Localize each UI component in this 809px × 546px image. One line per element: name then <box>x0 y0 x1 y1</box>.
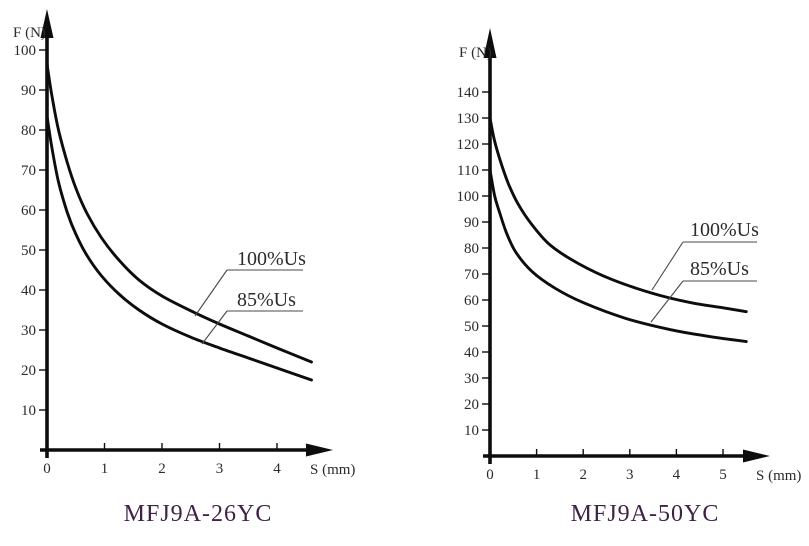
y-tick-label: 140 <box>457 85 480 101</box>
y-tick-label: 60 <box>464 293 479 309</box>
y-tick-label: 30 <box>464 371 479 387</box>
series-leader-line <box>201 310 228 345</box>
series-label: 100%Us <box>237 248 306 270</box>
x-tick-label: 5 <box>719 467 727 483</box>
y-tick-label: 50 <box>21 243 36 259</box>
y-tick-label: 70 <box>464 267 479 283</box>
y-tick-label: 50 <box>464 319 479 335</box>
y-tick-label: 60 <box>21 203 36 219</box>
y-axis-arrow-icon <box>40 9 54 38</box>
x-axis-title: S (mm) <box>310 462 355 478</box>
y-tick-label: 90 <box>464 215 479 231</box>
y-tick-label: 80 <box>21 123 36 139</box>
y-tick-label: 40 <box>464 345 479 361</box>
x-tick-label: 0 <box>43 461 51 477</box>
curve-100-us <box>45 62 313 364</box>
y-tick-label: 30 <box>21 323 36 339</box>
y-tick-label: 40 <box>21 283 36 299</box>
x-tick-label: 1 <box>533 467 541 483</box>
x-tick-label: 0 <box>486 467 494 483</box>
x-tick-label: 4 <box>273 461 281 477</box>
x-axis-arrow-icon <box>743 449 770 463</box>
y-axis-title: F (N) <box>459 45 492 61</box>
y-axis-title: F (N) <box>13 25 46 41</box>
series-leader-line <box>194 269 228 317</box>
x-tick-label: 3 <box>216 461 224 477</box>
x-tick-label: 1 <box>101 461 109 477</box>
y-tick-label: 70 <box>21 163 36 179</box>
y-tick-label: 100 <box>14 43 37 59</box>
y-tick-label: 90 <box>21 83 36 99</box>
y-tick-label: 10 <box>21 403 36 419</box>
y-tick-label: 110 <box>457 163 479 179</box>
y-tick-label: 120 <box>457 137 480 153</box>
series-label: 85%Us <box>690 258 749 280</box>
chart-right: F (N)S (mm)10203040506070809010011012013… <box>457 28 801 484</box>
chart-left: F (N) S (mm) 10 20 30 40 50 60 70 80 90 100 0 1 2 3 4 100… <box>13 9 355 478</box>
chart-title-left: MFJ9A-26YC <box>123 501 273 527</box>
series-leader-line <box>650 280 684 323</box>
y-tick-label: 10 <box>464 423 479 439</box>
series-label: 85%Us <box>237 289 296 311</box>
y-axis-arrow-icon <box>483 28 497 58</box>
x-axis-arrow-icon <box>306 443 333 457</box>
x-tick-label: 2 <box>158 461 166 477</box>
series-label: 100%Us <box>690 219 759 241</box>
curve-85-us <box>488 168 748 344</box>
series-leader-line <box>651 241 684 291</box>
y-tick-label: 80 <box>464 241 479 257</box>
x-tick-label: 3 <box>626 467 634 483</box>
chart-title-right: MFJ9A-50YC <box>570 501 720 527</box>
curve-85-us <box>45 114 313 382</box>
y-tick-label: 100 <box>457 189 480 205</box>
curve-100-us <box>488 116 748 314</box>
y-tick-label: 130 <box>457 111 480 127</box>
y-tick-label: 20 <box>21 363 36 379</box>
y-tick-label: 20 <box>464 397 479 413</box>
x-tick-label: 2 <box>579 467 587 483</box>
x-tick-label: 4 <box>673 467 681 483</box>
x-axis-title: S (mm) <box>756 468 801 484</box>
